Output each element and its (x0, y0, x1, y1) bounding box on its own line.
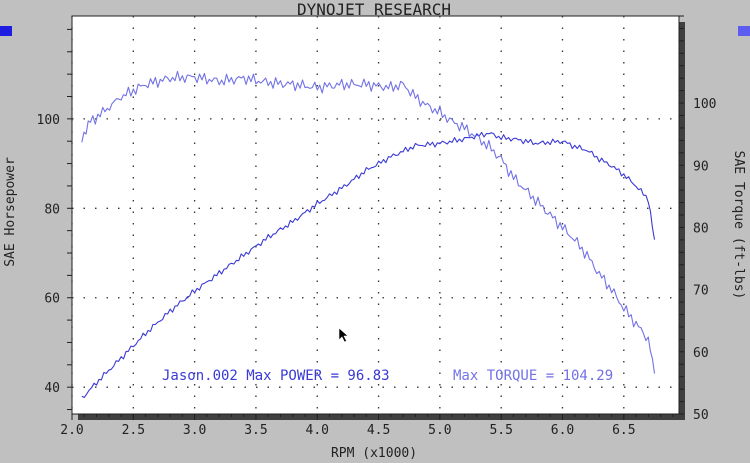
left-axis-title: SAE Horsepower (3, 157, 18, 267)
right-tick-label: 90 (693, 159, 709, 174)
chart-title: DYNOJET RESEARCH (297, 0, 451, 19)
x-tick-labels: 2.0 2.5 3.0 3.5 4.0 4.5 5.0 5.5 6.0 6.5 (60, 423, 635, 438)
x-tick-label: 6.5 (612, 423, 635, 438)
torque-legend-swatch (738, 26, 750, 36)
x-tick-label: 3.0 (183, 423, 206, 438)
max-torque-annotation: Max TORQUE = 104.29 (453, 368, 613, 384)
x-tick-label: 5.0 (428, 423, 451, 438)
x-tick-label: 2.5 (122, 423, 145, 438)
right-axis-title: SAE Torque (ft-lbs) (731, 151, 746, 300)
x-tick-label: 6.0 (551, 423, 574, 438)
right-tick-label: 60 (693, 346, 709, 361)
series-lines (81, 70, 656, 399)
mouse-cursor-icon (338, 327, 349, 343)
right-tick-label: 50 (693, 408, 709, 423)
x-tick-label: 3.5 (244, 423, 267, 438)
left-tick-label: 40 (44, 381, 60, 396)
right-tick-labels: 50 60 70 80 90 100 (693, 97, 716, 423)
max-power-annotation: Jason.002 Max POWER = 96.83 (162, 368, 390, 384)
right-tick-label: 80 (693, 221, 709, 236)
plot-area (71, 15, 680, 415)
x-tick-label: 5.5 (489, 423, 512, 438)
left-tick-labels: 40 60 80 100 (37, 113, 60, 396)
power-legend-swatch (0, 26, 12, 36)
left-tick-label: 60 (44, 292, 60, 307)
left-tick-label: 80 (44, 202, 60, 217)
x-tick-label: 4.0 (306, 423, 329, 438)
x-tick-label: 2.0 (60, 423, 83, 438)
x-axis-title: RPM (x1000) (331, 446, 417, 461)
right-tick-label: 70 (693, 284, 709, 299)
x-tick-label: 4.5 (367, 423, 390, 438)
left-tick-label: 100 (37, 113, 60, 128)
power-curve (81, 131, 656, 399)
axis-ticks (67, 15, 684, 420)
right-tick-label: 100 (693, 97, 716, 112)
torque-curve (81, 70, 656, 374)
